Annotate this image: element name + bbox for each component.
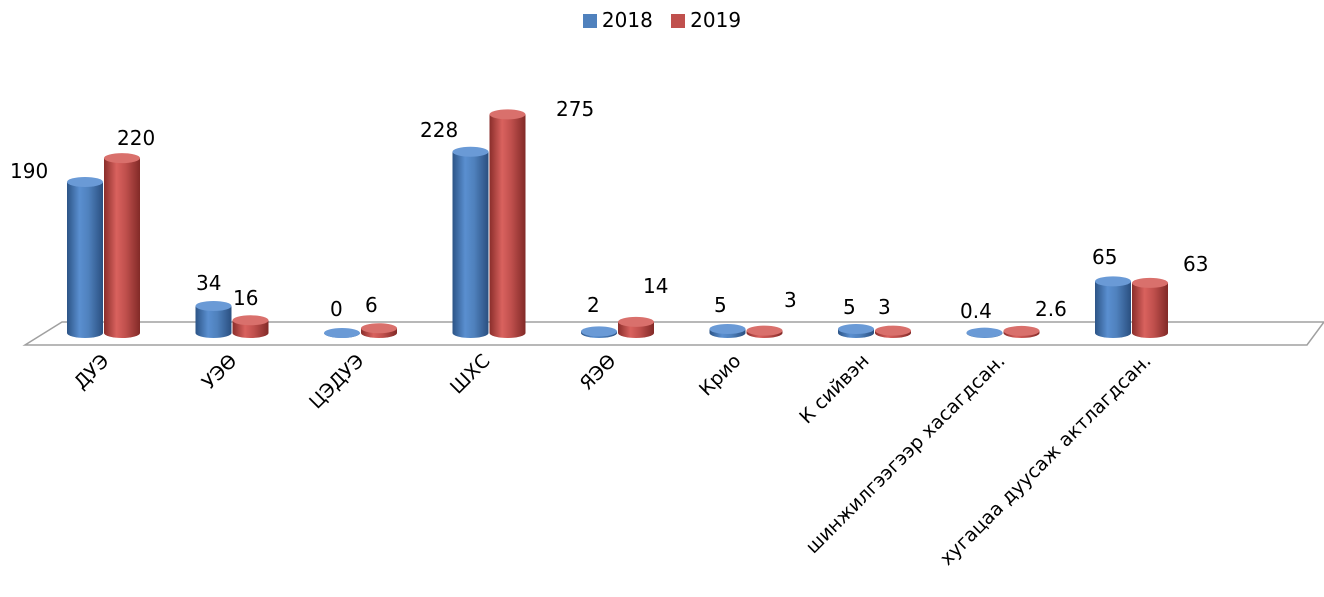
data-label-2018-4: 2 — [587, 293, 600, 317]
legend-label-2019: 2019 — [690, 7, 742, 32]
bar-top — [361, 323, 397, 334]
bar-top — [618, 316, 654, 327]
data-label-2018-7: 0.4 — [960, 299, 992, 323]
bar-body — [195, 305, 232, 338]
category-label-2: ЦЭДУЭ — [305, 350, 368, 413]
legend-label-2018: 2018 — [601, 7, 653, 32]
bar-body — [67, 181, 103, 338]
data-label-2019-7: 2.6 — [1035, 297, 1067, 321]
bar-2019-3 — [489, 109, 526, 338]
legend-item-2018: 2018 — [582, 7, 653, 32]
bar-top — [966, 327, 1003, 338]
bar-2018-1 — [195, 300, 232, 338]
category-label-4: ЯЭӨ — [576, 350, 621, 395]
bar-body — [452, 151, 489, 338]
legend-item-2019: 2019 — [671, 8, 741, 32]
category-label-1: УЭӨ — [198, 350, 242, 394]
bar-top — [581, 326, 617, 337]
bar-top — [195, 300, 232, 311]
bar-top — [1132, 277, 1168, 288]
data-label-2019-2: 6 — [365, 293, 378, 317]
bar-body — [104, 158, 140, 338]
category-label-3: ШХС — [446, 350, 495, 399]
data-label-2019-5: 3 — [784, 288, 797, 312]
bar-top — [1095, 276, 1131, 287]
bar-2018-7 — [966, 327, 1003, 338]
bar-2019-5 — [746, 325, 783, 338]
bar-body — [1095, 281, 1131, 338]
bar-top — [104, 153, 140, 164]
bar-top — [489, 109, 526, 120]
data-label-2018-3: 228 — [420, 118, 458, 142]
category-label-6: К сийвэн — [795, 350, 873, 428]
bar-2019-7 — [1003, 325, 1040, 338]
data-label-2018-1: 34 — [196, 271, 221, 295]
bar-2018-6 — [838, 324, 874, 338]
bar-2019-8 — [1132, 277, 1168, 338]
data-label-2018-5: 5 — [714, 293, 727, 317]
data-label-2018-0: 190 — [10, 159, 48, 183]
data-label-2019-8: 63 — [1183, 252, 1208, 276]
bar-top — [324, 328, 360, 338]
bar-top — [67, 176, 103, 187]
floor — [22, 321, 1324, 346]
bar-2019-6 — [875, 325, 911, 338]
bar-body — [232, 320, 269, 338]
data-label-2019-0: 220 — [117, 126, 155, 150]
bar-2018-4 — [581, 326, 617, 338]
bar-2019-4 — [618, 316, 654, 338]
bar-top — [232, 315, 269, 326]
category-label-5: Крио — [695, 350, 746, 401]
data-label-2018-2: 0 — [330, 297, 343, 321]
category-label-0: ДУЭ — [70, 350, 114, 394]
data-label-2018-8: 65 — [1092, 245, 1117, 269]
bar-2018-2 — [324, 328, 360, 338]
bar-2018-5 — [709, 324, 746, 338]
bar-body — [489, 114, 526, 338]
bar-top — [452, 146, 489, 157]
legend-swatch-2019 — [671, 13, 686, 28]
bar-2018-3 — [452, 146, 489, 338]
bar-2019-0 — [104, 153, 140, 338]
bar-top — [709, 324, 746, 335]
legend: 2018 2019 — [0, 6, 1324, 32]
legend-swatch-2018 — [582, 13, 597, 28]
bar-top — [838, 324, 874, 335]
bar-top — [875, 325, 911, 336]
data-label-2019-4: 14 — [643, 274, 668, 298]
data-label-2018-6: 5 — [843, 295, 856, 319]
data-label-2019-3: 275 — [556, 97, 594, 121]
bar-2019-1 — [232, 315, 269, 338]
bar-2018-8 — [1095, 276, 1131, 338]
bar-top — [746, 325, 783, 336]
bar-top — [1003, 325, 1040, 336]
bar-2018-0 — [67, 176, 103, 338]
data-label-2019-1: 16 — [233, 286, 258, 310]
bar-body — [1132, 282, 1168, 338]
data-label-2019-6: 3 — [878, 295, 891, 319]
bar-2019-2 — [361, 323, 397, 338]
